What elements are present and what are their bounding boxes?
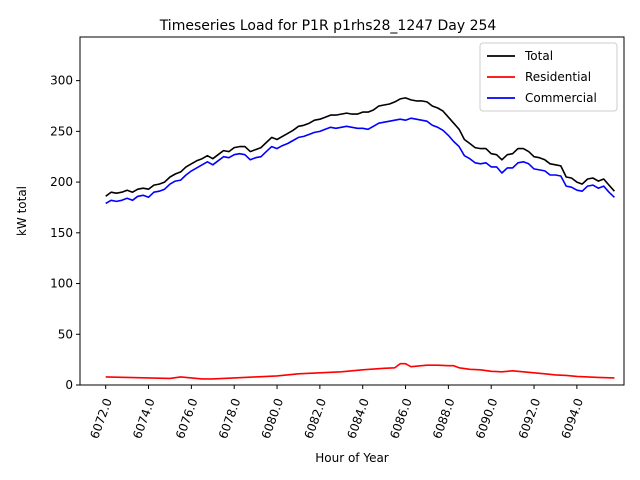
x-axis-label: Hour of Year [315, 451, 389, 465]
legend-label-residential: Residential [525, 70, 591, 84]
y-tick-label: 50 [58, 327, 73, 341]
series-line-commercial [105, 117, 615, 205]
legend: Total Residential Commercial [479, 42, 618, 112]
y-tick-label: 200 [50, 175, 73, 189]
y-axis-label: kW total [15, 186, 29, 236]
chart-title: Timeseries Load for P1R p1rhs28_1247 Day… [159, 18, 497, 34]
y-tick-label: 0 [65, 378, 73, 392]
series-line-residential [105, 362, 615, 380]
y-tick-label: 300 [50, 74, 73, 88]
y-axis: 0 50 100 150 200 250 300 [50, 74, 80, 392]
series-layer [105, 97, 615, 380]
series-line-total [105, 97, 615, 197]
legend-box [479, 42, 618, 112]
legend-label-commercial: Commercial [525, 91, 597, 105]
y-tick-label: 150 [50, 226, 73, 240]
y-tick-label: 250 [50, 124, 73, 138]
plot-frame [79, 36, 625, 386]
y-tick-label: 100 [50, 277, 73, 291]
legend-label-total: Total [524, 49, 553, 63]
